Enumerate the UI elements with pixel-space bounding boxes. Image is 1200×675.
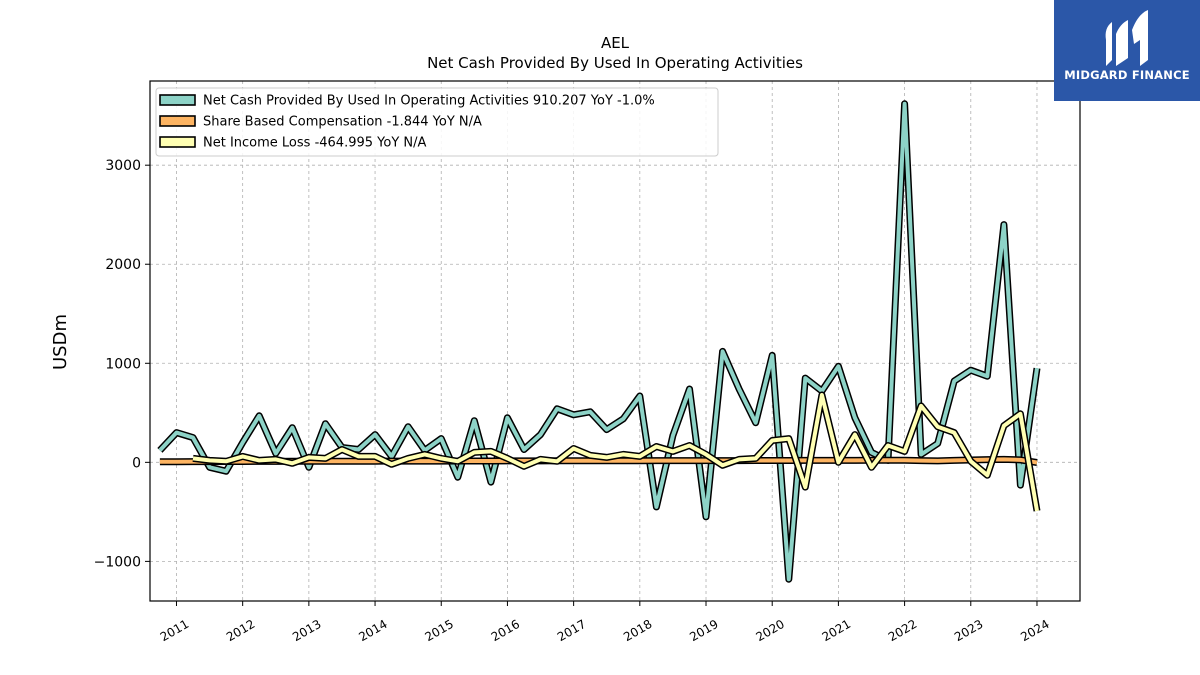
brand-logo: MIDGARD FINANCE	[1054, 0, 1200, 101]
legend: Net Cash Provided By Used In Operating A…	[155, 87, 719, 157]
series-outline-2	[192, 391, 1041, 512]
legend-swatch-0	[159, 94, 196, 106]
x-tick-label: 2023	[952, 617, 985, 644]
x-tick-label: 2013	[290, 617, 323, 644]
brand-mark-icon	[1105, 10, 1148, 66]
x-tick-label: 2016	[489, 617, 522, 644]
x-tick-label: 2015	[423, 617, 456, 644]
chart-subtitle: Net Cash Provided By Used In Operating A…	[427, 54, 803, 72]
series-layer	[157, 100, 1041, 583]
x-tick-label: 2022	[886, 617, 919, 644]
y-axis-label: USDm	[50, 314, 71, 370]
y-tick-label: 0	[132, 455, 141, 471]
legend-label-2: Net Income Loss -464.995 YoY N/A	[203, 136, 426, 151]
x-tick-label: 2011	[158, 617, 191, 644]
brand-name: MIDGARD FINANCE	[1064, 68, 1190, 82]
chart-title: AEL	[601, 34, 630, 52]
series-outline-0	[157, 100, 1041, 583]
legend-swatch-2	[159, 136, 196, 148]
y-tick-label: 2000	[105, 257, 141, 273]
x-tick-label: 2012	[224, 617, 257, 644]
legend-swatch-1	[159, 115, 196, 127]
y-tick-label: 1000	[105, 356, 141, 372]
x-tick-label: 2014	[356, 617, 389, 644]
x-tick-label: 2024	[1018, 617, 1051, 644]
x-tick-label: 2018	[621, 617, 654, 644]
y-tick-label: −1000	[94, 554, 141, 570]
x-tick-label: 2017	[555, 617, 588, 644]
legend-label-0: Net Cash Provided By Used In Operating A…	[203, 94, 655, 109]
x-tick-label: 2021	[820, 617, 853, 644]
plot-frame	[149, 80, 1081, 602]
legend-box	[155, 87, 719, 157]
series-line-2	[192, 393, 1039, 512]
legend-label-1: Share Based Compensation -1.844 YoY N/A	[203, 115, 482, 130]
grid	[150, 81, 1080, 601]
x-tick-label: 2019	[687, 617, 720, 644]
x-tick-label: 2020	[753, 617, 786, 644]
y-tick-label: 3000	[105, 158, 141, 174]
